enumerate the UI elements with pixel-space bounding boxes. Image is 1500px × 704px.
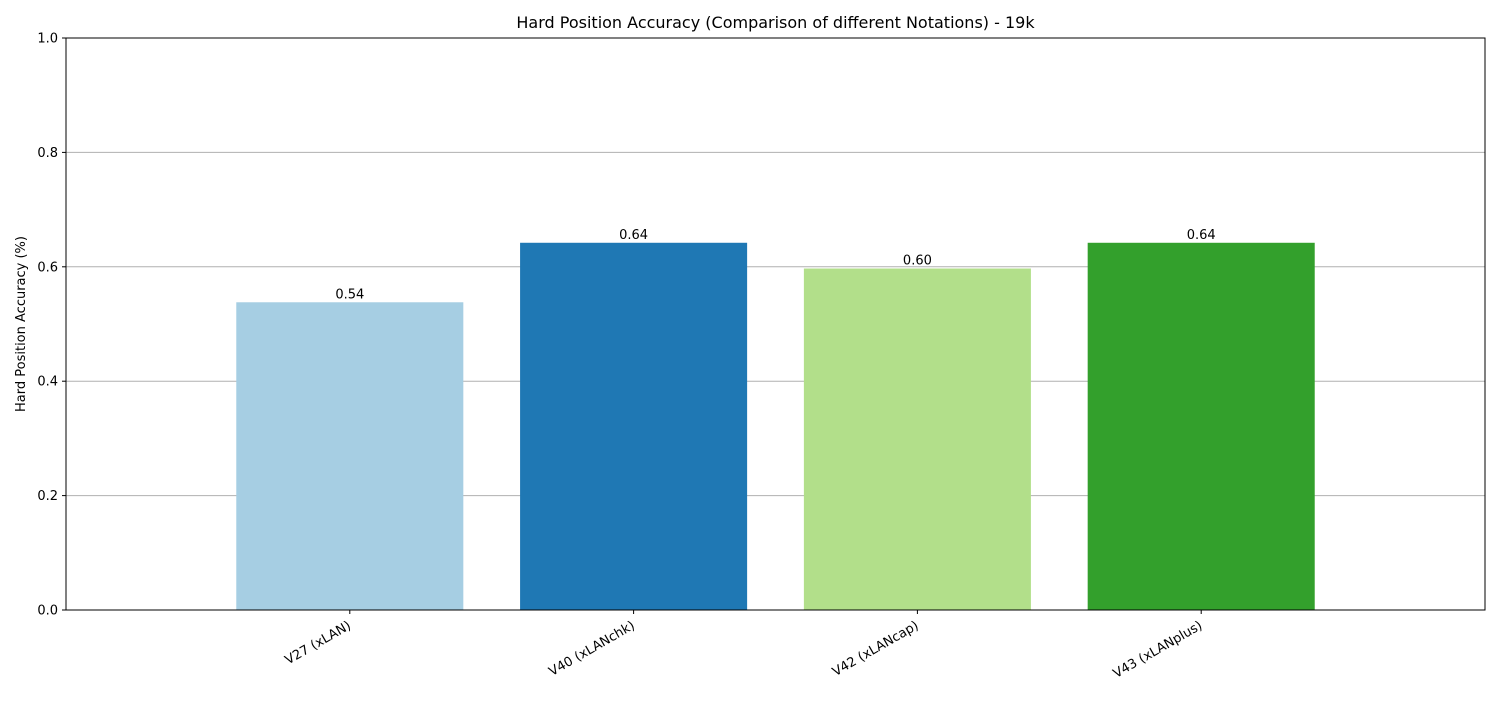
data-labels: 0.54 0.64 0.60 0.64 xyxy=(335,228,1215,302)
x-tick-label: V42 (xLANcap) xyxy=(830,618,921,679)
x-tick-label: V40 (xLANchk) xyxy=(547,618,638,679)
x-axis-ticks: V27 (xLAN) V40 (xLANchk) V42 (xLANcap) V43 … xyxy=(283,610,1205,682)
y-axis-label: Hard Position Accuracy (%) xyxy=(14,236,29,412)
y-tick-label: 0.4 xyxy=(37,375,58,390)
x-tick-label: V43 (xLANplus) xyxy=(1111,618,1205,681)
y-tick-label: 0.6 xyxy=(37,260,58,275)
bar-data-label: 0.54 xyxy=(335,287,364,302)
chart-title: Hard Position Accuracy (Comparison of di… xyxy=(516,13,1035,32)
bars xyxy=(236,242,1315,610)
plot-frame xyxy=(65,37,1486,611)
bar-data-label: 0.60 xyxy=(903,254,932,269)
y-tick-label: 0.8 xyxy=(37,146,58,161)
bar xyxy=(236,302,464,610)
bar-data-label: 0.64 xyxy=(1187,228,1216,243)
y-tick-label: 0.2 xyxy=(37,489,58,504)
x-tick-label: V27 (xLAN) xyxy=(283,618,354,668)
bar xyxy=(1087,242,1315,610)
y-tick-label: 1.0 xyxy=(37,32,58,47)
y-axis-ticks: 0.0 0.2 0.4 0.6 0.8 1.0 xyxy=(37,32,66,619)
bar xyxy=(520,242,748,610)
bar-data-label: 0.64 xyxy=(619,228,648,243)
y-tick-label: 0.0 xyxy=(37,604,58,619)
bar xyxy=(803,268,1031,610)
